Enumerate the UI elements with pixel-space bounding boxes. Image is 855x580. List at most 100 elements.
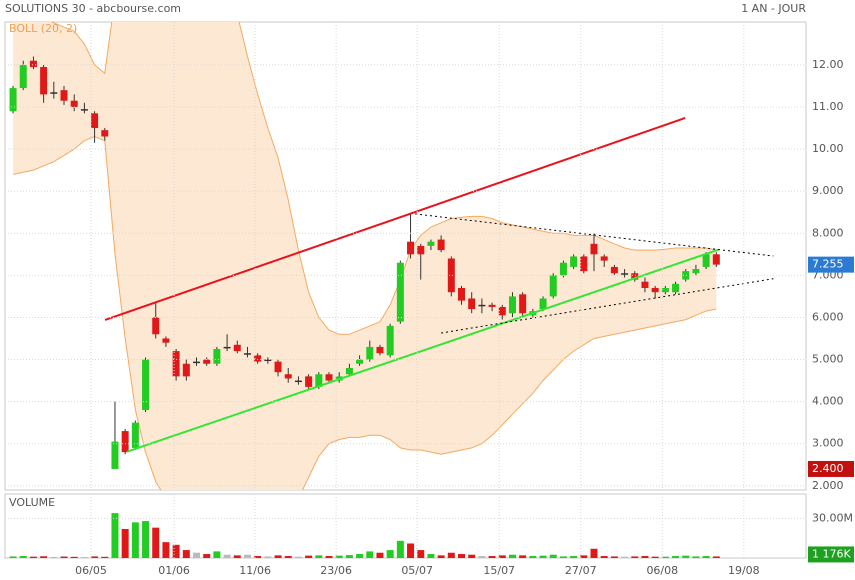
trendline <box>441 278 774 334</box>
volume-bar <box>437 555 445 558</box>
volume-bar <box>641 556 649 558</box>
volume-bar <box>152 527 160 558</box>
candle-body <box>458 287 466 301</box>
volume-bar <box>162 542 170 558</box>
volume-bar <box>559 556 567 558</box>
candle-body <box>305 376 313 387</box>
x-tick-label: 06/05 <box>75 564 107 577</box>
volume-bar <box>672 556 680 558</box>
volume-bar <box>203 554 211 558</box>
candle-body <box>559 262 567 276</box>
volume-bar <box>631 556 639 558</box>
volume-bar <box>80 557 88 558</box>
volume-bar <box>233 555 241 558</box>
volume-bar <box>101 556 109 558</box>
volume-bar <box>335 555 343 558</box>
volume-bar <box>600 556 608 558</box>
volume-bar <box>264 556 272 558</box>
candle-body <box>580 256 588 272</box>
volume-bar <box>193 552 201 558</box>
candle-body <box>193 361 201 364</box>
candle-body <box>274 361 282 373</box>
candle-body <box>621 273 629 275</box>
candle-body <box>315 374 323 387</box>
volume-bar <box>19 556 27 558</box>
candle-body <box>325 374 333 381</box>
candle-body <box>213 349 221 364</box>
candle-body <box>172 351 180 377</box>
candle-body <box>692 269 700 274</box>
candle-body <box>407 241 415 255</box>
volume-bar <box>549 554 557 558</box>
candle-body <box>356 359 364 364</box>
volume-bar <box>692 556 700 558</box>
candle-body <box>264 359 272 362</box>
candle-body <box>478 304 486 307</box>
candle-body <box>366 346 374 360</box>
y-tick-label: 9.000 <box>812 184 844 197</box>
volume-bar <box>427 554 435 558</box>
candle-body <box>661 287 669 293</box>
candle-body <box>233 344 241 352</box>
x-tick-label: 05/07 <box>401 564 433 577</box>
candle-body <box>162 338 170 343</box>
candle-body <box>702 254 710 267</box>
volume-bar <box>366 551 374 558</box>
candle-body <box>519 294 527 314</box>
volume-bar <box>407 543 415 558</box>
volume-bar <box>284 556 292 558</box>
volume-bar <box>121 528 129 558</box>
volume-bar <box>254 556 262 558</box>
under-layer <box>5 22 806 558</box>
volume-bar <box>621 556 629 558</box>
volume-bar <box>519 555 527 558</box>
y-tick-label: 5.000 <box>812 353 844 366</box>
volume-bar <box>294 556 302 558</box>
volume-bar <box>345 555 353 558</box>
y-tick-label: 10.00 <box>812 142 844 155</box>
x-tick-label: 11/06 <box>239 564 271 577</box>
trendline <box>126 248 719 453</box>
candle-body <box>712 254 720 265</box>
candle-body <box>50 92 58 94</box>
trendline <box>415 213 774 257</box>
volume-bar <box>142 521 150 558</box>
volume-bar <box>539 555 547 558</box>
y-tick-label: 12.00 <box>812 58 844 71</box>
volume-bar <box>386 550 394 558</box>
volume-bar <box>417 550 425 558</box>
min-price-box <box>808 460 854 477</box>
y-tick-label: 3.000 <box>812 437 844 450</box>
candle-body <box>111 441 119 469</box>
bollinger-lower <box>12 135 717 490</box>
candle-body <box>40 67 48 95</box>
x-tick-label: 23/06 <box>320 564 352 577</box>
volume-bar <box>305 555 313 558</box>
price-plot <box>9 22 774 490</box>
period: 1 AN - JOUR <box>741 2 806 15</box>
volume-bar <box>91 556 99 558</box>
candle-body <box>223 346 231 349</box>
volume-bar <box>498 555 506 558</box>
y-tick-label: 6.000 <box>812 310 844 323</box>
volume-bar <box>529 556 537 558</box>
volume-bar <box>60 556 68 558</box>
volume-bar <box>447 552 455 558</box>
candle-body <box>60 90 68 101</box>
candle-body <box>91 113 99 129</box>
chart-title: SOLUTIONS 30 - abcbourse.com <box>5 2 181 15</box>
volume-bar <box>243 554 251 558</box>
volume-tick-label: 30.00M <box>812 511 853 524</box>
candle-body <box>682 271 690 280</box>
candle-body <box>101 130 109 137</box>
volume-bar <box>50 556 58 558</box>
volume-bar <box>70 556 78 558</box>
x-tick-label: 06/08 <box>646 564 678 577</box>
volume-bar <box>682 555 690 558</box>
candle-body <box>498 306 506 316</box>
candle-body <box>610 266 618 274</box>
candle-body <box>427 241 435 246</box>
volume-bar <box>610 556 618 558</box>
volume-bar <box>488 556 496 558</box>
